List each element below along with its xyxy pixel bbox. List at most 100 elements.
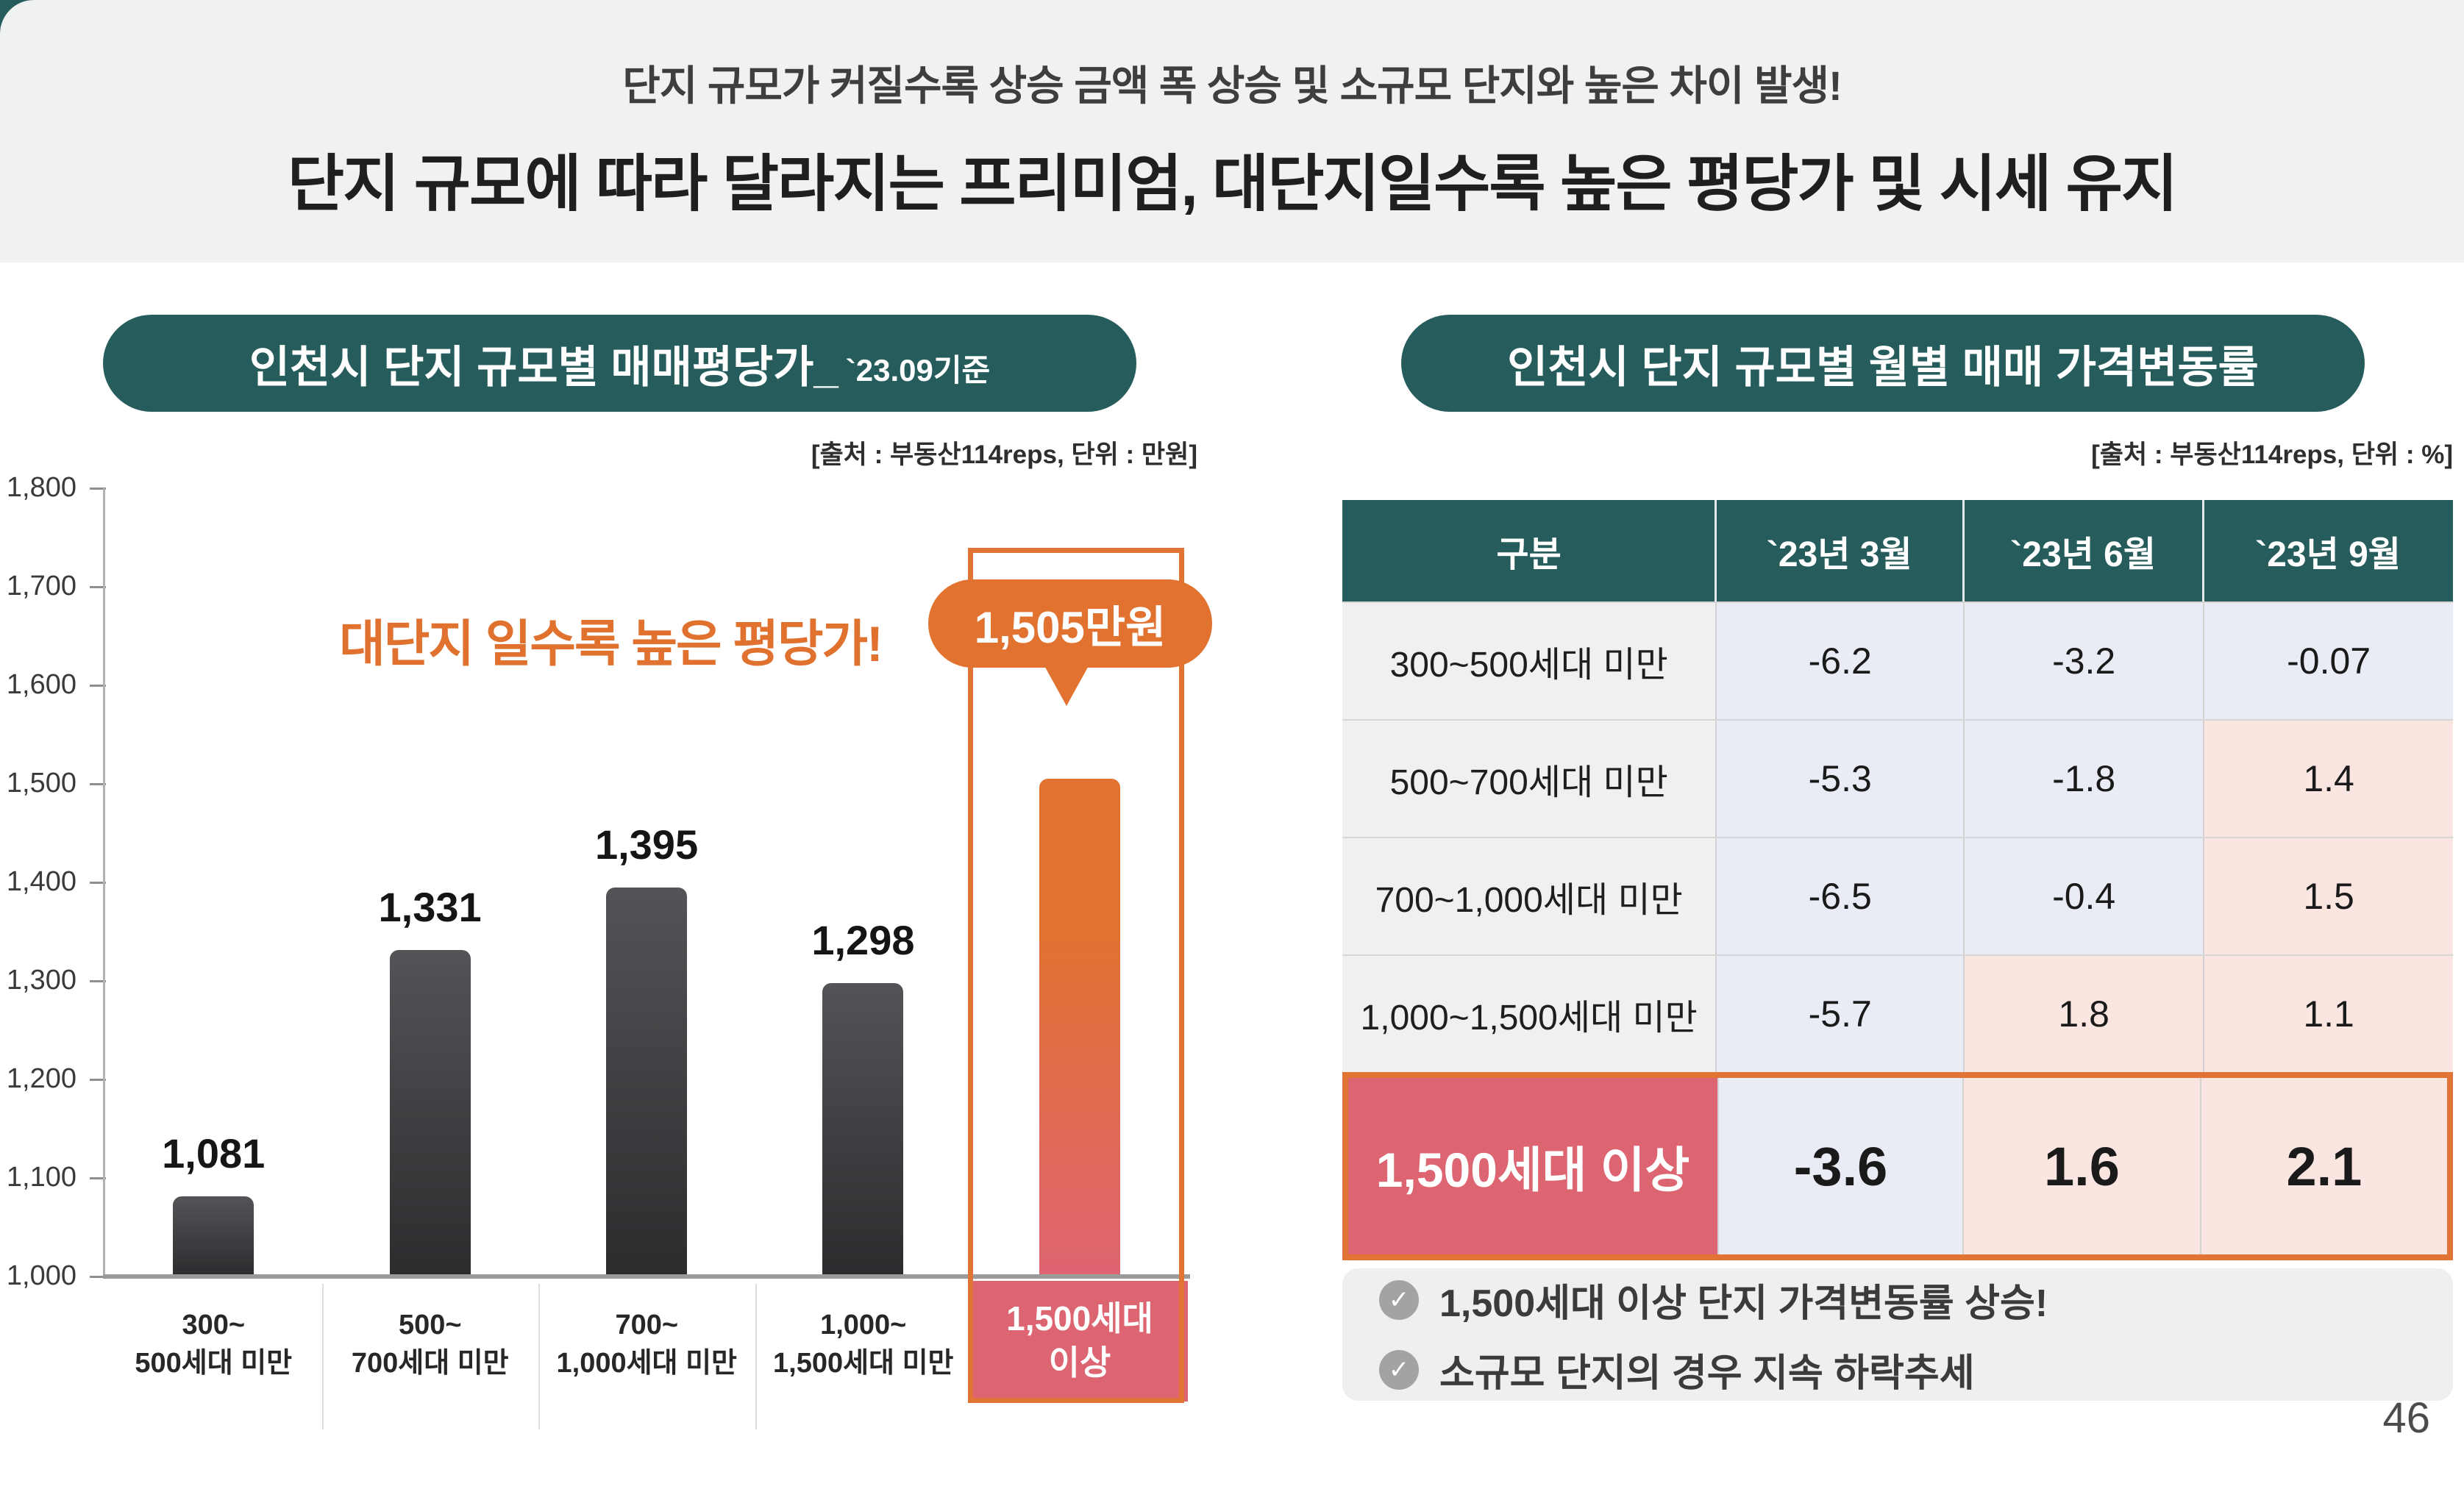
table-header-cell: `23년 9월	[2202, 500, 2453, 601]
table-cell: 1.5	[2203, 838, 2453, 954]
table-row: 1,000~1,500세대 미만 -5.7 1.8 1.1	[1342, 954, 2453, 1072]
y-axis-line	[103, 488, 105, 1279]
bar-value-label: 1,395	[594, 821, 699, 868]
notes-box: ✓ 1,500세대 이상 단지 가격변동률 상승! ✓ 소규모 단지의 경우 지속 하…	[1342, 1268, 2453, 1401]
table-cell: -3.6	[1717, 1078, 1963, 1254]
y-tick	[90, 980, 106, 982]
highlight-outline-box	[968, 548, 1184, 1403]
header-subtitle: 단지 규모가 커질수록 상승 금액 폭 상승 및 소규모 단지와 높은 차이 발…	[622, 62, 1842, 109]
x-label: 700~ 1,000세대 미만	[538, 1281, 755, 1432]
callout-pointer	[1043, 663, 1090, 706]
table-header-cell: `23년 3월	[1715, 500, 1963, 601]
bar-column: 1,298	[755, 488, 971, 1276]
table-row: 500~700세대 미만 -5.3 -1.8 1.4	[1342, 719, 2453, 837]
table-row: 300~500세대 미만 -6.2 -3.2 -0.07	[1342, 601, 2453, 719]
table-cell: 1.4	[2203, 721, 2453, 837]
bar	[173, 1196, 254, 1276]
bar-column: 1,395	[538, 488, 755, 1276]
table-cell: 1.1	[2203, 956, 2453, 1072]
x-label: 300~ 500세대 미만	[105, 1281, 322, 1432]
check-icon: ✓	[1379, 1279, 1419, 1320]
y-tick-label: 1,700	[6, 571, 76, 601]
table-cell: -0.07	[2203, 603, 2453, 719]
chart-annotation: 대단지 일수록 높은 평당가!	[339, 616, 883, 672]
right-source-note: [출처 : 부동산114reps, 단위 : %]	[2091, 440, 2453, 469]
header-band: 단지 규모가 커질수록 상승 금액 폭 상승 및 소규모 단지와 높은 차이 발…	[0, 0, 2464, 263]
table-body: 300~500세대 미만 -6.2 -3.2 -0.07 500~700세대 미만 -5.…	[1342, 601, 2453, 1260]
table-header-cell: 구분	[1496, 535, 1562, 574]
x-axis-line	[103, 1274, 1190, 1279]
table-cell: -6.2	[1715, 603, 1964, 719]
check-icon: ✓	[1379, 1349, 1419, 1390]
y-tick-label: 1,500	[6, 768, 76, 799]
bar-value-label: 1,081	[162, 1130, 266, 1177]
x-label: 1,000~ 1,500세대 미만	[755, 1281, 972, 1432]
y-tick	[90, 685, 106, 687]
table-header-cell: `23년 6월	[1962, 500, 2203, 601]
x-label-line: 700~	[615, 1310, 679, 1340]
bar-column: 1,081	[105, 488, 321, 1276]
table-cell: -0.4	[1963, 838, 2204, 954]
table-cell: -6.5	[1715, 838, 1964, 954]
y-tick	[90, 1177, 106, 1179]
note-item: ✓ 소규모 단지의 경우 지속 하락추세	[1379, 1342, 2453, 1397]
y-tick-label: 1,200	[6, 1063, 76, 1094]
table-row: 700~1,000세대 미만 -6.5 -0.4 1.5	[1342, 837, 2453, 954]
x-label-line: 700세대 미만	[351, 1348, 509, 1379]
bar-column: 1,331	[321, 488, 538, 1276]
y-tick	[90, 1276, 106, 1278]
table-cell: -5.3	[1715, 721, 1964, 837]
note-text: 소규모 단지의 경우 지속 하락추세	[1439, 1352, 1975, 1395]
table-cell: 1.8	[1963, 956, 2204, 1072]
header-title: 단지 규모에 따라 달라지는 프리미엄, 대단지일수록 높은 평당가 및 시세 …	[287, 149, 2178, 218]
y-tick-label: 1,000	[6, 1260, 76, 1291]
table-cell: 2.1	[2199, 1078, 2447, 1254]
left-chart-title: 인천시 단지 규모별 매매평당가_	[249, 342, 838, 392]
price-change-table: 구분 `23년 3월 `23년 6월 `23년 9월 300~500세대 미만 -6.2…	[1342, 500, 2453, 1260]
x-axis-labels: 300~ 500세대 미만 500~ 700세대 미만 700~ 1,000세대 미만 1,…	[105, 1281, 1188, 1432]
right-table-title-pill: 인천시 단지 규모별 월별 매매 가격변동률	[1401, 315, 2365, 412]
table-row-label: 1,000~1,500세대 미만	[1342, 956, 1716, 1072]
bar	[606, 887, 688, 1276]
table-row-label: 300~500세대 미만	[1342, 603, 1716, 719]
table-cell: -1.8	[1963, 721, 2204, 837]
bar	[389, 950, 471, 1276]
bar-column	[972, 488, 1188, 1276]
bar-value-label: 1,298	[811, 916, 915, 963]
y-tick	[90, 586, 106, 588]
x-label-line: 500세대 미만	[135, 1348, 293, 1379]
left-source-note: [출처 : 부동산114reps, 단위 : 만원]	[811, 440, 1197, 469]
note-text: 1,500세대 이상 단지 가격변동률 상승!	[1439, 1282, 2048, 1325]
y-tick-label: 1,800	[6, 472, 76, 503]
left-chart-title-pill: 인천시 단지 규모별 매매평당가_ `23.09기준	[103, 315, 1136, 412]
right-table-title: 인천시 단지 규모별 월별 매매 가격변동률	[1507, 342, 2259, 392]
x-label-line: 1,000~	[820, 1310, 907, 1340]
table-header-row: 구분 `23년 3월 `23년 6월 `23년 9월	[1342, 500, 2453, 601]
page-number: 46	[2382, 1394, 2430, 1442]
table-row-label: 700~1,000세대 미만	[1342, 838, 1716, 954]
table-cell: 1.6	[1962, 1078, 2200, 1254]
y-tick	[90, 1079, 106, 1081]
y-axis: 1,000 1,100 1,200 1,300 1,400 1,500 1,600 1,700…	[0, 472, 106, 1291]
x-label-line: 1,500세대	[1006, 1299, 1153, 1338]
x-label: 500~ 700세대 미만	[321, 1281, 539, 1432]
y-tick-label: 1,600	[6, 669, 76, 700]
left-chart-title-suffix: `23.09기준	[845, 352, 991, 388]
x-label-line: 이상	[1048, 1343, 1111, 1382]
table-cell: -5.7	[1715, 956, 1964, 1072]
table-row-label: 500~700세대 미만	[1342, 721, 1716, 837]
note-item: ✓ 1,500세대 이상 단지 가격변동률 상승!	[1379, 1272, 2453, 1327]
x-label-line: 1,000세대 미만	[556, 1348, 738, 1379]
bar-value-label: 1,331	[378, 884, 482, 931]
table-row: 1,500세대 이상 -3.6 1.6 2.1	[1342, 1072, 2453, 1260]
table-row-label: 1,500세대 이상	[1348, 1078, 1717, 1254]
bar	[822, 982, 904, 1276]
y-tick	[90, 882, 106, 884]
x-label-line: 300~	[182, 1310, 246, 1340]
y-tick	[90, 783, 106, 785]
bar	[1039, 779, 1120, 1276]
x-label-line: 1,500세대 미만	[773, 1348, 954, 1379]
y-tick-label: 1,400	[6, 866, 76, 897]
